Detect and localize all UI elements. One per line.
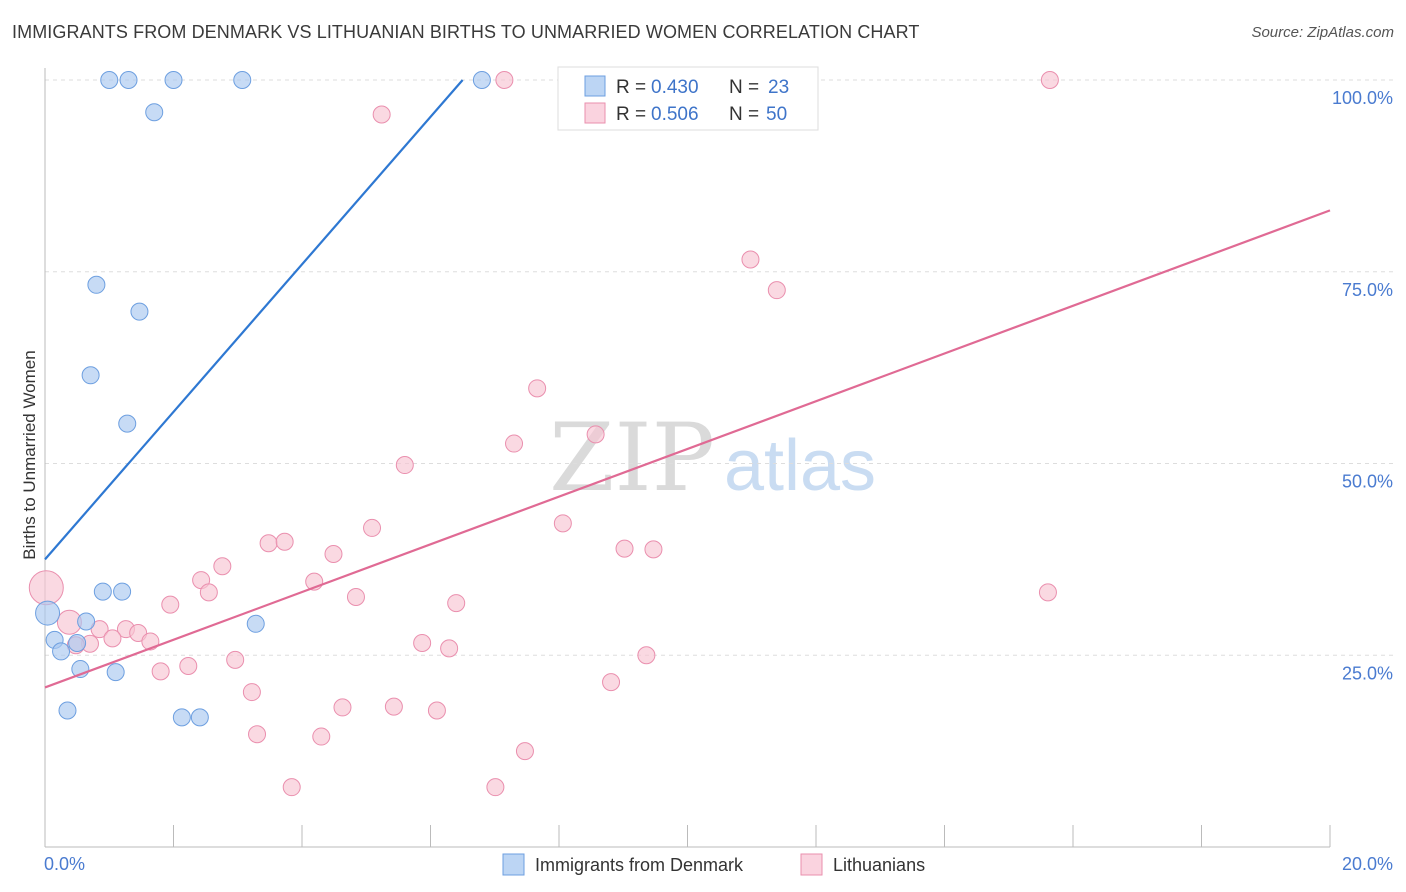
data-point xyxy=(103,629,122,648)
data-point xyxy=(644,540,663,559)
data-point xyxy=(242,683,261,702)
data-point xyxy=(118,414,137,433)
data-point xyxy=(282,778,301,797)
data-point xyxy=(161,595,180,614)
data-point xyxy=(1040,71,1059,89)
data-point xyxy=(248,725,267,744)
data-point xyxy=(81,366,100,385)
data-point xyxy=(90,620,109,639)
series-lithuanians xyxy=(28,71,1059,797)
data-point xyxy=(1038,583,1057,602)
stats-legend-n-value-2: 50 xyxy=(766,104,787,125)
data-point xyxy=(413,633,432,652)
trendline-lithuanians xyxy=(44,209,1331,689)
data-point xyxy=(515,742,534,761)
data-point xyxy=(151,662,170,681)
y-tick-label: 25.0% xyxy=(1342,663,1393,683)
data-point xyxy=(28,570,64,606)
data-point xyxy=(384,697,403,716)
data-point xyxy=(346,587,365,606)
data-point xyxy=(113,582,132,601)
data-point xyxy=(395,456,414,475)
source-label: Source: ZipAtlas.com xyxy=(1251,24,1394,41)
watermark: ZIP atlas xyxy=(549,404,876,513)
axes xyxy=(44,68,1331,848)
chart-title: IMMIGRANTS FROM DENMARK VS LITHUANIAN BI… xyxy=(12,22,920,42)
watermark-atlas: atlas xyxy=(724,426,876,506)
data-point xyxy=(233,71,252,89)
data-point xyxy=(741,250,760,269)
legend-label-lithuanians: Lithuanians xyxy=(833,855,925,875)
grid xyxy=(45,79,1393,656)
data-point xyxy=(199,583,218,602)
data-point xyxy=(363,518,382,537)
data-point xyxy=(130,302,149,321)
data-point xyxy=(213,557,232,576)
data-point xyxy=(145,103,164,122)
stats-legend-swatch-lithuanians xyxy=(584,102,606,124)
stats-legend-r-value-2: 0.506 xyxy=(651,104,699,125)
y-tick-label: 75.0% xyxy=(1342,280,1393,300)
data-point xyxy=(190,708,209,727)
data-point xyxy=(495,71,514,89)
data-point xyxy=(505,434,524,453)
data-point xyxy=(100,71,119,89)
data-point xyxy=(333,698,352,717)
data-point xyxy=(427,701,446,720)
series-immigrants-from-denmark xyxy=(35,71,491,727)
stats-legend-n-label-2: N = xyxy=(729,104,759,125)
legend-swatch-lithuanians xyxy=(800,853,823,876)
stats-legend: R = 0.430 N = 23 R = 0.506 N = 50 xyxy=(557,66,819,131)
data-point xyxy=(275,532,294,551)
stats-legend-r-label-2: R = xyxy=(616,104,646,125)
data-point xyxy=(226,650,245,669)
data-point xyxy=(372,105,391,124)
data-point xyxy=(52,642,71,661)
data-point xyxy=(87,275,106,294)
data-point xyxy=(93,582,112,601)
data-point xyxy=(77,612,96,631)
data-point xyxy=(767,281,786,300)
data-point xyxy=(447,594,466,613)
watermark-zip: ZIP xyxy=(549,404,715,513)
stats-legend-r-value-1: 0.430 xyxy=(651,77,699,98)
data-point xyxy=(106,663,125,682)
data-point xyxy=(58,701,77,720)
data-point xyxy=(179,656,198,675)
data-point xyxy=(246,614,265,633)
stats-legend-n-label-1: N = xyxy=(729,77,759,98)
series-legend: Immigrants from Denmark Lithuanians xyxy=(502,853,925,876)
trendlines xyxy=(44,79,1331,689)
legend-label-denmark: Immigrants from Denmark xyxy=(535,855,744,875)
data-point xyxy=(172,708,191,727)
stats-legend-r-label-1: R = xyxy=(616,77,646,98)
trendline-denmark xyxy=(44,79,464,561)
data-point xyxy=(324,545,343,564)
tick-labels: 25.0% 50.0% 75.0% 100.0% 0.0% 20.0% xyxy=(44,88,1393,874)
data-point xyxy=(637,646,656,665)
data-point xyxy=(35,600,61,626)
data-point xyxy=(586,425,605,444)
data-point xyxy=(440,639,459,658)
data-point xyxy=(553,514,572,533)
data-point xyxy=(68,633,87,652)
data-point xyxy=(528,379,547,398)
data-point xyxy=(602,673,621,692)
stats-legend-swatch-denmark xyxy=(584,75,606,97)
data-point xyxy=(312,727,331,746)
data-point xyxy=(486,778,505,797)
stats-legend-n-value-1: 23 xyxy=(768,77,789,98)
data-point xyxy=(259,534,278,553)
data-point xyxy=(472,71,491,89)
y-tick-label: 100.0% xyxy=(1332,88,1393,108)
data-point xyxy=(164,71,183,89)
x-tick-label-max: 20.0% xyxy=(1342,854,1393,874)
legend-swatch-denmark xyxy=(502,853,525,876)
x-tick-label-min: 0.0% xyxy=(44,854,85,874)
data-point xyxy=(119,71,138,89)
y-tick-label: 50.0% xyxy=(1342,472,1393,492)
data-point xyxy=(615,539,634,558)
